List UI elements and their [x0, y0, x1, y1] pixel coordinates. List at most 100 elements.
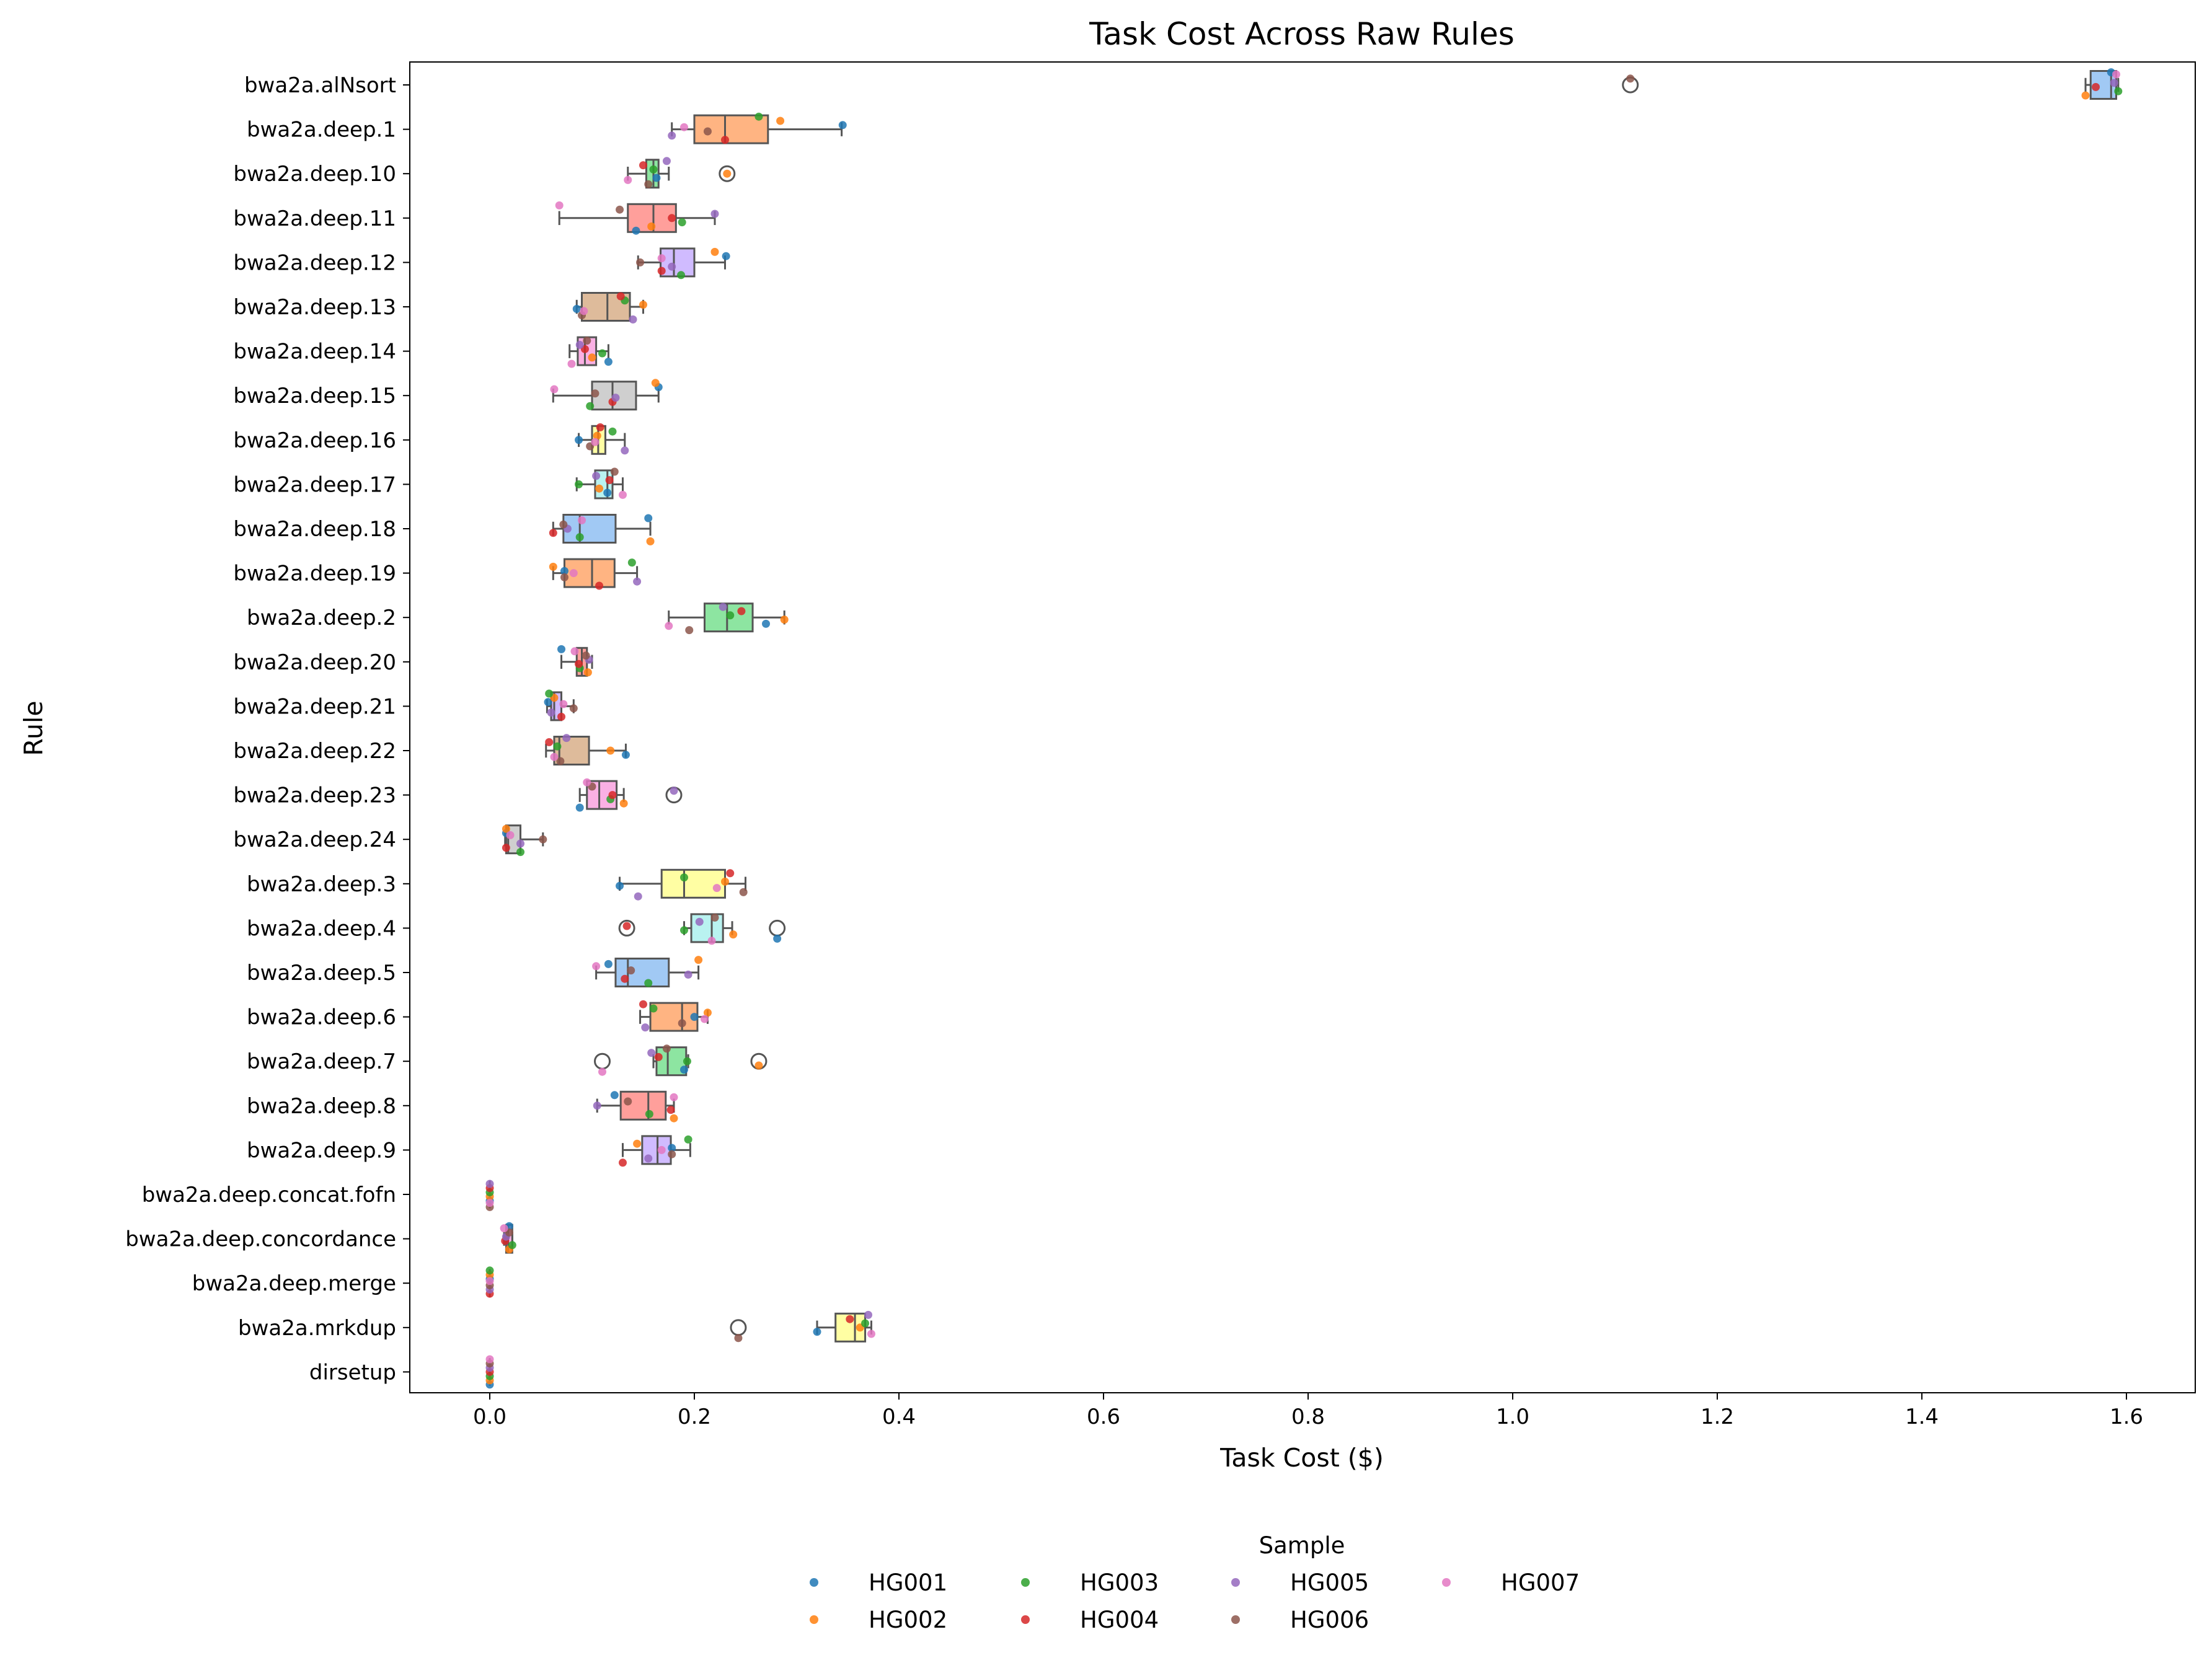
- data-point: [685, 626, 694, 635]
- data-point: [644, 180, 653, 188]
- data-point: [606, 746, 615, 755]
- y-tick-label: bwa2a.deep.23: [233, 783, 396, 808]
- data-point: [616, 881, 624, 890]
- data-point: [608, 791, 617, 800]
- box-iqr: [660, 868, 726, 899]
- box-group: [619, 1135, 692, 1167]
- box-group: [665, 602, 789, 635]
- data-point: [516, 848, 524, 857]
- data-point: [550, 385, 559, 394]
- box-group: [593, 1090, 678, 1123]
- box-group: [1622, 68, 2123, 100]
- legend-marker: [1231, 1615, 1240, 1624]
- legend-entry: HG005: [1231, 1569, 1369, 1596]
- data-point: [654, 1052, 663, 1061]
- data-point: [605, 476, 614, 485]
- data-point: [629, 315, 637, 324]
- y-tick-label: bwa2a.deep.24: [233, 827, 396, 852]
- box-group: [668, 112, 847, 144]
- data-point: [592, 472, 601, 480]
- data-point: [569, 569, 578, 578]
- data-point: [773, 934, 782, 943]
- data-point: [622, 922, 631, 930]
- legend-marker: [1021, 1578, 1030, 1587]
- data-point: [776, 117, 785, 125]
- data-point: [621, 446, 629, 455]
- outlier-marker: [618, 919, 635, 937]
- data-point: [616, 205, 624, 214]
- data-point: [610, 1091, 619, 1100]
- box-group: [550, 379, 663, 411]
- data-point: [662, 157, 671, 165]
- x-axis-title: Task Cost ($): [1219, 1443, 1384, 1473]
- x-tick-label: 0.2: [678, 1405, 711, 1429]
- data-point: [604, 358, 613, 366]
- legend-entry: HG007: [1442, 1569, 1580, 1596]
- data-point: [575, 803, 584, 812]
- legend-entry: HG003: [1021, 1569, 1159, 1596]
- legend-label: HG001: [869, 1569, 947, 1596]
- data-point: [861, 1319, 870, 1328]
- legend-marker: [1231, 1578, 1240, 1587]
- data-point: [694, 956, 703, 964]
- data-point: [485, 1199, 494, 1207]
- data-point: [557, 645, 565, 653]
- y-tick-label: bwa2a.alNsort: [244, 73, 396, 98]
- box-iqr: [562, 514, 617, 544]
- box-group: [592, 956, 703, 987]
- y-tick-label: bwa2a.deep.merge: [192, 1271, 396, 1296]
- data-point: [2112, 70, 2120, 79]
- data-point: [553, 742, 562, 751]
- legend-marker: [1021, 1615, 1030, 1624]
- data-point: [547, 708, 555, 717]
- data-point: [668, 1144, 676, 1152]
- data-point: [722, 252, 730, 260]
- box-iqr: [619, 1090, 667, 1121]
- data-point: [604, 959, 613, 968]
- data-point: [557, 712, 565, 721]
- data-point: [846, 1315, 854, 1323]
- x-tick-label: 0.6: [1087, 1405, 1120, 1429]
- data-point: [634, 892, 642, 901]
- data-point: [583, 668, 592, 677]
- data-point: [680, 123, 688, 131]
- x-axis: 0.0 0.2 0.4 0.6 0.8 1.0 1.2 1.4 1.6: [473, 1393, 2143, 1429]
- data-point: [610, 467, 619, 476]
- data-point: [2110, 79, 2118, 87]
- legend-label: HG006: [1290, 1607, 1369, 1633]
- x-tick-label: 1.0: [1496, 1405, 1529, 1429]
- data-point: [670, 1114, 678, 1123]
- box-group: [485, 1266, 494, 1298]
- y-tick-label: bwa2a.deep.18: [233, 517, 396, 542]
- y-tick-label: bwa2a.deep.concordance: [125, 1227, 396, 1252]
- data-point: [647, 222, 656, 231]
- data-point: [549, 529, 557, 537]
- y-tick-label: bwa2a.deep.8: [247, 1094, 396, 1119]
- data-point: [591, 438, 599, 446]
- data-point: [719, 602, 727, 611]
- legend-entry: HG002: [810, 1607, 947, 1633]
- box-group: [575, 423, 629, 455]
- data-point: [2114, 87, 2123, 95]
- data-point: [867, 1330, 875, 1338]
- data-point: [645, 1109, 653, 1118]
- data-point: [586, 402, 595, 410]
- legend-marker: [810, 1578, 818, 1587]
- data-point: [703, 127, 712, 136]
- data-point: [657, 267, 666, 275]
- y-tick-label: bwa2a.deep.19: [233, 562, 396, 586]
- data-point: [649, 1004, 658, 1013]
- data-point: [619, 1158, 627, 1167]
- data-point: [636, 258, 645, 267]
- data-point: [703, 1008, 712, 1017]
- data-point: [506, 831, 515, 839]
- data-point: [592, 962, 601, 971]
- legend-entry: HG001: [810, 1569, 947, 1596]
- y-tick-label: bwa2a.deep.1: [247, 118, 396, 143]
- data-point: [570, 647, 579, 656]
- y-tick-label: bwa2a.deep.concat.fofn: [142, 1183, 396, 1207]
- data-point: [678, 218, 686, 227]
- data-point: [578, 516, 586, 524]
- data-point: [624, 175, 632, 184]
